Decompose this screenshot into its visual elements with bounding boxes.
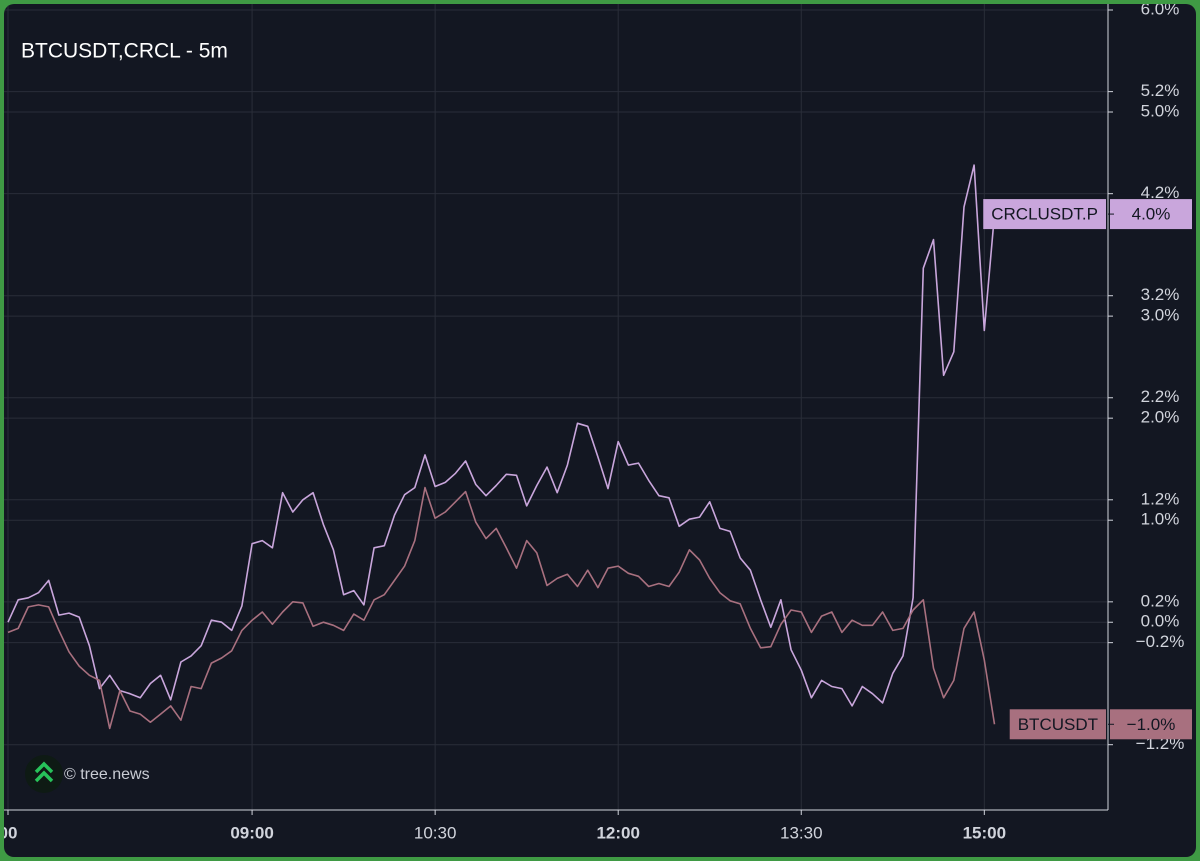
y-tick-label: 3.2% [1141, 285, 1180, 304]
watermark-logo [25, 755, 63, 793]
x-tick-label: 13:30 [780, 823, 823, 842]
y-tick-label: 4.2% [1141, 183, 1180, 202]
series-name-label: BTCUSDT [1018, 715, 1098, 734]
axis-labels: 6.0% 5.2% 5.0% 4.2% 3.2% 3.0% 2.2% 2.0% 1.2% 1.0%… [4, 4, 1192, 842]
last-value-label: −1.0% [1127, 715, 1176, 734]
series-name-box [983, 199, 1106, 230]
x-tick-label: 09:00 [230, 823, 273, 842]
y-tick-label: 6.0% [1141, 4, 1180, 18]
chart-frame: BTCUSDT,CRCL - 5m © tree.news 6.0% 5.2% 5.… [4, 4, 1196, 857]
y-tick-label: 1.0% [1141, 510, 1180, 529]
x-tick-label: 15:00 [963, 823, 1006, 842]
grid [4, 4, 1108, 810]
y-tick-label: 2.0% [1141, 408, 1180, 427]
plot [7, 164, 996, 730]
series-name-box [1009, 709, 1106, 740]
last-value-box [1110, 199, 1192, 230]
y-tick-label: 5.0% [1141, 102, 1180, 121]
last-value-label: 4.0% [1132, 205, 1171, 224]
y-tick-label: 0.0% [1141, 612, 1180, 631]
chart: BTCUSDT,CRCL - 5m © tree.news 6.0% 5.2% 5.… [4, 4, 1192, 842]
last-value-box [1110, 709, 1192, 740]
y-tick-label: 2.2% [1141, 387, 1180, 406]
x-tick-label: 00 [4, 823, 17, 842]
watermark: © tree.news [64, 766, 150, 783]
y-tick-label: 5.2% [1141, 81, 1180, 100]
series-line [7, 486, 996, 730]
y-tick-label: 1.2% [1141, 489, 1180, 508]
series-name-label: CRCLUSDT.P [991, 205, 1098, 224]
x-tick-label: 10:30 [414, 823, 457, 842]
chart-title: BTCUSDT,CRCL - 5m [21, 40, 228, 63]
x-tick-label: 12:00 [596, 823, 639, 842]
y-tick-label: 0.2% [1141, 591, 1180, 610]
y-tick-label: −0.2% [1136, 632, 1185, 651]
y-tick-label: 3.0% [1141, 306, 1180, 325]
series-line [7, 164, 996, 707]
